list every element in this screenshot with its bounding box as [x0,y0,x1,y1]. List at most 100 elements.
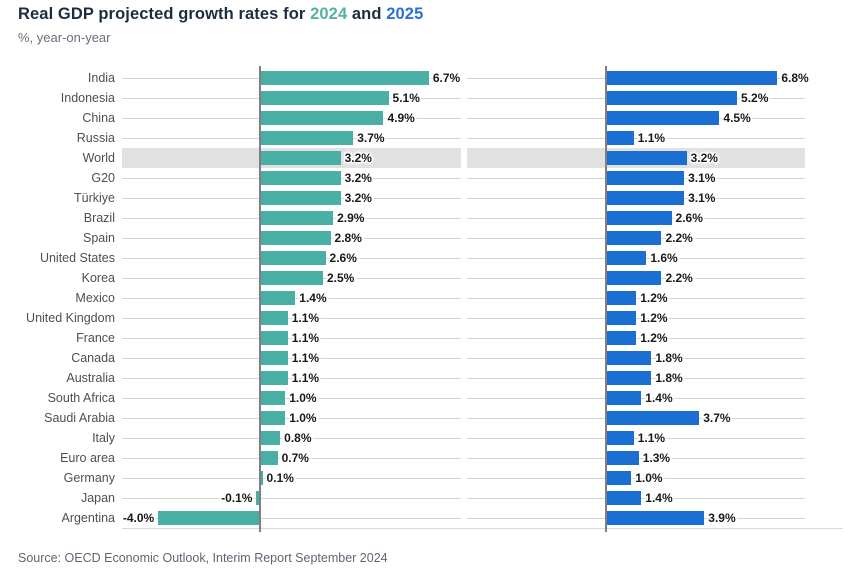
bar-2025 [606,391,642,405]
country-label: France [76,331,115,345]
row-grid-line [122,497,461,499]
value-label-2025: 1.1% [637,131,666,145]
value-label-2024: 2.5% [327,271,355,285]
title-connector: and [347,5,387,23]
row-grid-line [122,397,461,399]
bar-2024 [260,451,278,465]
bar-2025 [606,71,778,85]
value-label-2024: 0.1% [266,471,294,485]
bar-2025 [606,471,632,485]
value-label-2025: 1.0% [635,471,663,485]
value-label-2025: 1.1% [637,431,666,445]
value-label-2025: 3.7% [703,411,731,425]
bar-2025 [606,251,647,265]
bar-2024 [256,491,259,505]
country-label: Euro area [60,451,115,465]
title-text: Real GDP projected growth rates for [18,5,311,23]
bar-2025 [606,371,652,385]
bar-2025 [606,411,700,425]
value-label-2025: 6.8% [781,71,809,85]
row-grid-line [122,477,461,479]
bar-2025 [606,91,738,105]
bar-2024 [260,251,326,265]
bar-2025 [606,111,720,125]
row-grid-line [122,457,461,459]
value-label-2024: 6.7% [432,71,461,85]
country-label: Spain [83,231,115,245]
value-label-2024: 1.1% [291,371,320,385]
axis-line [259,66,261,532]
chart-title: Real GDP projected growth rates for 2024… [18,5,423,24]
row-grid-line [122,357,461,359]
bar-2024 [260,471,263,485]
country-label: Mexico [75,291,115,305]
bar-2024 [260,131,354,145]
bar-2025 [606,511,705,525]
bar-2024 [260,391,286,405]
bar-2024 [260,231,331,245]
bar-2025 [606,211,672,225]
value-label-2024: 1.1% [291,331,320,345]
country-label: Italy [92,431,115,445]
title-year-2025: 2025 [386,5,424,23]
row-grid-line [467,137,805,139]
value-label-2024: 4.9% [387,111,415,125]
source-note: Source: OECD Economic Outlook, Interim R… [18,551,388,565]
country-label: Japan [80,491,115,505]
value-label-2024: 1.1% [291,311,320,325]
country-label: Korea [81,271,115,285]
bar-2024 [260,111,384,125]
value-label-2024: 2.8% [334,231,362,245]
row-grid-line [122,377,461,379]
bar-2025 [606,151,687,165]
bar-2024 [260,151,341,165]
value-label-2024: 3.2% [344,191,372,205]
country-label: South Africa [47,391,115,405]
bar-2025 [606,131,634,145]
country-label: Germany [63,471,115,485]
value-label-2025: 1.8% [655,371,683,385]
value-label-2024: 2.6% [329,251,357,265]
bar-2025 [606,351,652,365]
country-label: Argentina [61,511,115,525]
bar-2025 [606,191,685,205]
row-grid-line [122,517,461,519]
country-label: Brazil [83,211,115,225]
country-label: India [87,71,115,85]
value-label-2025: 2.6% [675,211,703,225]
value-label-2025: 1.2% [640,311,668,325]
axis-line [605,66,607,532]
value-label-2025: 1.8% [655,351,683,365]
bar-2024 [260,291,296,305]
row-grid-line [122,417,461,419]
value-label-2025: 2.2% [665,271,693,285]
value-label-2024: -4.0% [122,511,155,525]
title-year-2024: 2024 [310,5,348,23]
value-label-2025: 1.3% [642,451,671,465]
country-label: Saudi Arabia [44,411,115,425]
value-label-2025: 1.6% [650,251,678,265]
bar-2024 [260,191,341,205]
plot-area: India 6.7% 6.8% Indonesia 5.1% 5.2% China 4.9% 4… [0,66,845,532]
value-label-2024: 1.4% [299,291,327,305]
value-label-2024: 1.0% [289,411,317,425]
country-label: Türkiye [74,191,115,205]
bar-2025 [606,291,637,305]
bar-2024 [260,311,288,325]
row-grid-line [122,317,461,319]
bar-2024 [260,371,288,385]
country-label: Russia [76,131,115,145]
value-label-2024: 0.7% [281,451,309,465]
bar-2025 [606,271,662,285]
row-grid-line [467,477,805,479]
value-label-2025: 1.4% [645,491,673,505]
bar-2024 [260,351,288,365]
value-label-2024: 3.7% [357,131,385,145]
bar-2024 [260,171,341,185]
value-label-2024: 3.2% [344,151,372,165]
bar-2025 [606,171,685,185]
bar-2024 [260,211,334,225]
bar-2024 [158,511,259,525]
country-label: Australia [66,371,115,385]
country-label: United Kingdom [26,311,115,325]
